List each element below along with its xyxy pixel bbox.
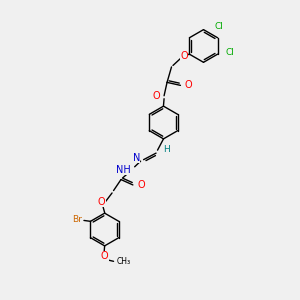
Text: O: O <box>180 51 188 61</box>
Text: H: H <box>164 145 170 154</box>
Text: Cl: Cl <box>215 22 224 31</box>
Text: O: O <box>184 80 192 90</box>
Text: Br: Br <box>72 215 82 224</box>
Text: O: O <box>98 197 106 207</box>
Text: O: O <box>152 91 160 101</box>
Text: Cl: Cl <box>226 48 235 57</box>
Text: O: O <box>101 251 108 261</box>
Text: NH: NH <box>116 165 131 175</box>
Text: O: O <box>137 180 145 190</box>
Text: N: N <box>133 153 140 163</box>
Text: CH₃: CH₃ <box>117 257 131 266</box>
